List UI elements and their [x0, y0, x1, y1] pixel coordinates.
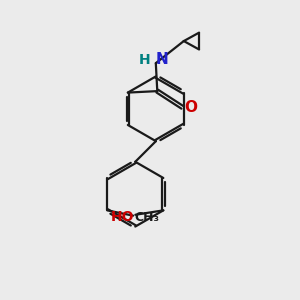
- Text: O: O: [184, 100, 197, 115]
- Text: CH₃: CH₃: [134, 211, 159, 224]
- Text: HO: HO: [110, 210, 134, 224]
- Text: H: H: [139, 52, 150, 67]
- Text: N: N: [156, 52, 169, 67]
